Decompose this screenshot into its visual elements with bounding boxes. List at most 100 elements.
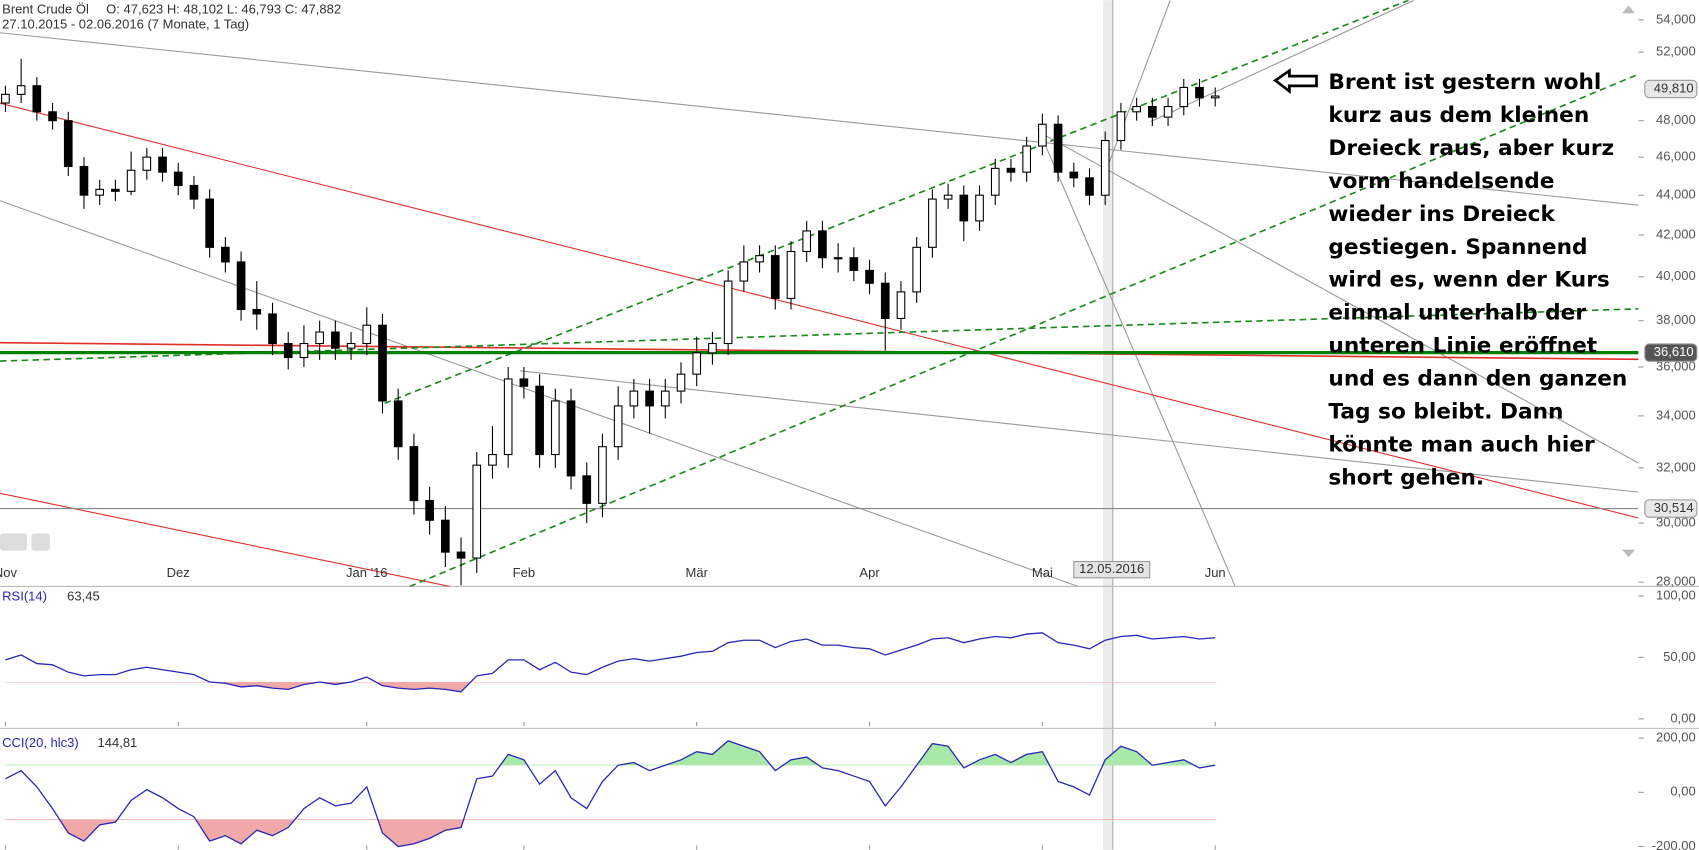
candle-body: [503, 378, 513, 456]
candle-body: [849, 257, 859, 271]
indicator-line: [5, 740, 1216, 848]
x-tick-label: Feb: [513, 565, 535, 580]
annotation-line: Dreieck raus, aber kurz: [1328, 136, 1614, 161]
candle-body: [818, 230, 827, 259]
candle-body: [1210, 95, 1220, 99]
candle-body: [1148, 105, 1157, 118]
scroll-up[interactable]: [1622, 5, 1636, 14]
candle-body: [63, 120, 73, 168]
candle-body: [95, 188, 105, 196]
y-tick-label: 34,000: [1656, 407, 1696, 422]
candle-body: [79, 165, 89, 196]
candle-body: [755, 255, 764, 263]
y-tick-label: 50,00: [1663, 649, 1696, 664]
candle-body: [472, 464, 482, 559]
annotation-line: gestiegen. Spannend: [1328, 235, 1587, 260]
toolbar: [0, 533, 50, 551]
candle-body: [1195, 86, 1204, 99]
candle-body: [268, 313, 277, 345]
y-tick-label: 0,00: [1670, 710, 1695, 725]
level-label: 36,610: [1654, 344, 1694, 359]
candle-body: [1038, 123, 1047, 147]
x-tick-label: Nov: [0, 565, 17, 580]
panel-title: RSI(14): [2, 589, 47, 604]
candle-body: [786, 250, 796, 300]
candle-body: [676, 373, 686, 392]
candle-body: [16, 85, 26, 95]
candle-body: [896, 291, 906, 319]
tool-button[interactable]: [31, 533, 50, 551]
candle-body: [409, 446, 419, 502]
candles: [1, 58, 1220, 586]
arrow-icon: [1273, 68, 1318, 95]
candle-body: [660, 390, 670, 407]
y-tick-label: 28,000: [1656, 574, 1696, 589]
marker-band: [1103, 0, 1113, 850]
candle-body: [1179, 86, 1189, 108]
y-tick-label: 48,000: [1656, 112, 1696, 127]
candle-body: [975, 194, 984, 222]
candle-body: [48, 111, 57, 122]
y-tick-label: 0,00: [1670, 784, 1695, 799]
y-tick-label: 52,000: [1656, 44, 1696, 59]
trend-line: [384, 0, 1409, 405]
candle-body: [723, 280, 733, 345]
level-box: [1644, 499, 1698, 518]
candle-body: [692, 352, 702, 375]
y-tick-label: 200,00: [1656, 730, 1696, 745]
candle-body: [582, 475, 592, 504]
annotation-line: unteren Linie eröffnet: [1328, 334, 1597, 359]
x-tick-label: Jun: [1205, 565, 1226, 580]
chart-title: Brent Crude Öl: [2, 1, 89, 16]
candle-body: [739, 261, 749, 282]
scroll-down[interactable]: [1622, 549, 1636, 558]
candle-body: [441, 519, 450, 553]
tool-button[interactable]: [8, 533, 28, 551]
annotation-line: einmal unterhalb der: [1328, 301, 1586, 326]
level-label: 30,514: [1654, 500, 1694, 515]
candle-body: [158, 156, 167, 173]
candle-body: [299, 342, 309, 359]
band-fill: [4, 681, 1216, 693]
level-box: [1644, 79, 1698, 99]
y-tick-label: 36,000: [1656, 358, 1696, 373]
candle-body: [519, 378, 529, 387]
candle-body: [111, 188, 120, 192]
y-tick-label: 44,000: [1656, 187, 1696, 202]
candle-body: [566, 400, 576, 477]
trend-line: [1102, 0, 1171, 180]
y-tick-label: 54,000: [1656, 11, 1696, 26]
candle-body: [488, 454, 497, 466]
annotation-line: Brent ist gestern wohl: [1328, 70, 1601, 95]
candle-body: [331, 331, 340, 349]
candle-body: [1022, 145, 1031, 173]
candle-body: [346, 342, 356, 349]
trend-line: [1150, 0, 1415, 123]
annotation-line: vorm handelsende: [1328, 169, 1554, 194]
annotation-line: Tag so bleibt. Dann: [1328, 399, 1563, 424]
candle-body: [252, 308, 262, 315]
candle-body: [126, 169, 136, 192]
candle-body: [236, 261, 246, 311]
candle-body: [990, 167, 1000, 196]
panel-title: CCI(20, hlc3): [2, 735, 79, 750]
candle-body: [708, 342, 717, 354]
x-tick-label: Mär: [686, 565, 709, 580]
candle-body: [535, 385, 544, 456]
trend-line: [520, 370, 1639, 493]
candle-body: [645, 390, 654, 407]
y-tick-label: 100,00: [1656, 587, 1696, 602]
annotation-line: und es dann den ganzen: [1328, 367, 1627, 392]
candle-body: [943, 194, 953, 200]
y-tick-label: 46,000: [1656, 149, 1696, 164]
candle-body: [142, 156, 152, 171]
y-tick-label: 38,000: [1656, 312, 1696, 327]
trend-line: [1037, 127, 1236, 587]
date-marker-label: 12.05.2016: [1079, 561, 1144, 576]
y-tick-label: 32,000: [1656, 459, 1696, 474]
panel-value: 144,81: [98, 735, 138, 750]
candle-body: [1163, 105, 1173, 118]
candle-body: [1085, 177, 1094, 196]
level-box: [1644, 343, 1698, 362]
annotation-line: könnte man auch hier: [1328, 432, 1595, 457]
